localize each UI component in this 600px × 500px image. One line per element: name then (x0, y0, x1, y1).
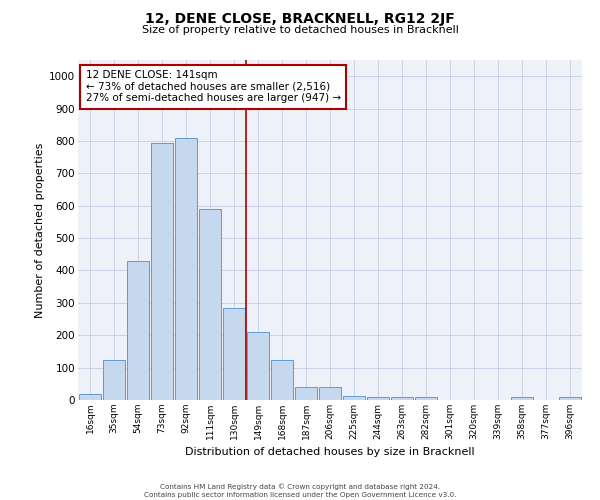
Bar (151, 142, 173, 400)
Bar (175, 138, 197, 400)
Bar (295, 387, 317, 400)
Bar (415, 398, 437, 400)
Bar (343, 396, 365, 400)
Bar (559, 398, 581, 400)
Text: 12, DENE CLOSE, BRACKNELL, RG12 2JF: 12, DENE CLOSE, BRACKNELL, RG12 2JF (145, 12, 455, 26)
Text: 12 DENE CLOSE: 141sqm
← 73% of detached houses are smaller (2,516)
27% of semi-d: 12 DENE CLOSE: 141sqm ← 73% of detached … (86, 70, 341, 103)
Bar (271, 360, 293, 400)
Bar (103, 360, 125, 400)
Text: Size of property relative to detached houses in Bracknell: Size of property relative to detached ho… (142, 25, 458, 35)
Y-axis label: Number of detached properties: Number of detached properties (35, 142, 45, 318)
Bar (319, 387, 341, 400)
Bar (367, 397, 389, 400)
Bar (391, 397, 413, 400)
Bar (199, 209, 221, 400)
Bar (247, 332, 269, 400)
Text: Contains HM Land Registry data © Crown copyright and database right 2024.
Contai: Contains HM Land Registry data © Crown c… (144, 484, 456, 498)
Bar (79, 394, 101, 400)
X-axis label: Distribution of detached houses by size in Bracknell: Distribution of detached houses by size … (185, 448, 475, 458)
Bar (511, 398, 533, 400)
Bar (127, 261, 149, 400)
Bar (223, 308, 245, 400)
